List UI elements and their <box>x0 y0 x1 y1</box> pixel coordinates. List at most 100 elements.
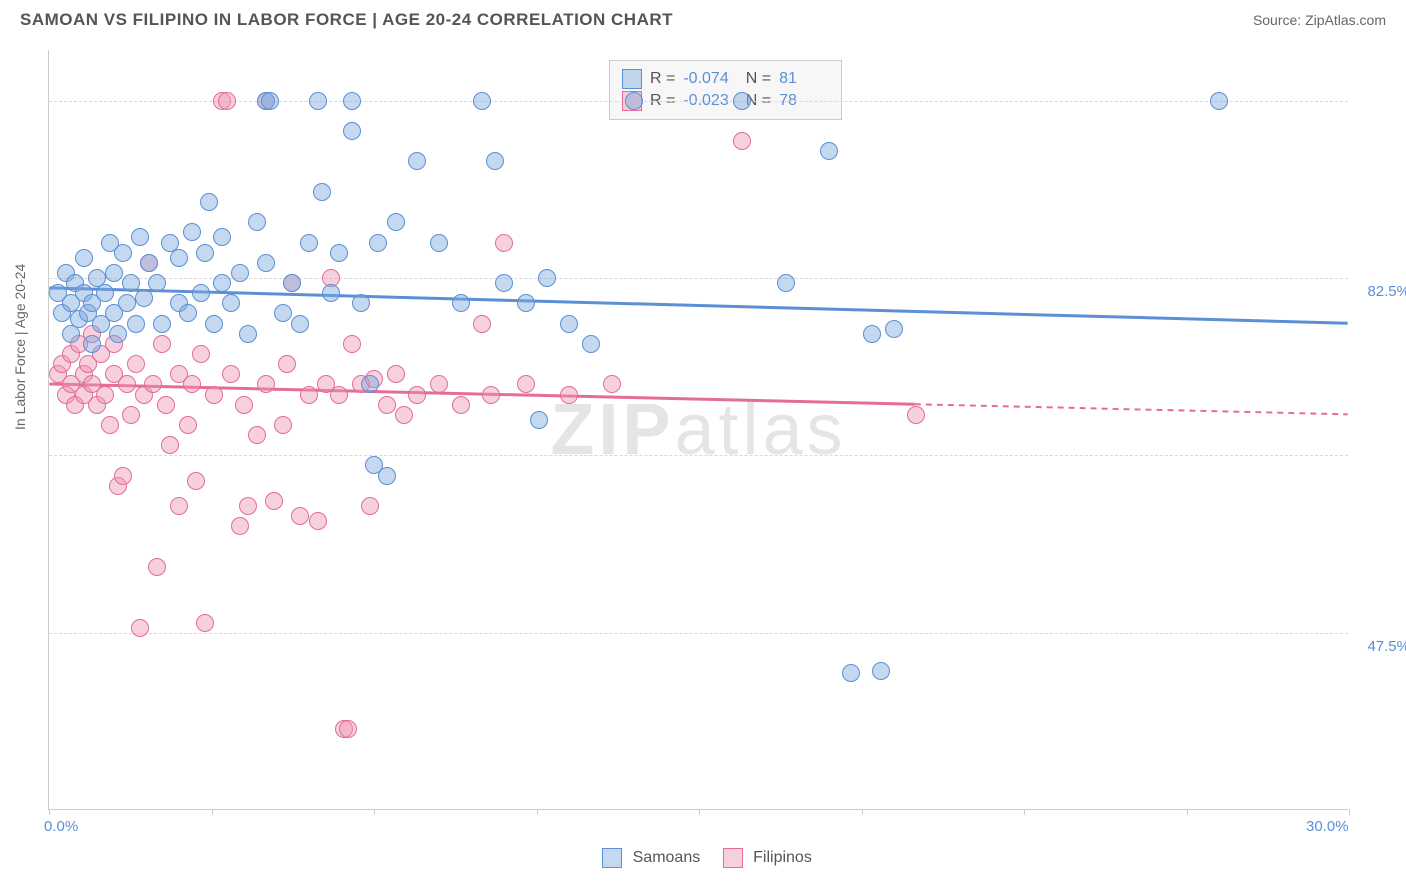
data-point <box>192 284 210 302</box>
data-point <box>408 386 426 404</box>
data-point <box>378 396 396 414</box>
chart-plot-area: ZIPatlas R = -0.074 N = 81 R = -0.023 N … <box>48 50 1348 810</box>
data-point <box>83 335 101 353</box>
data-point <box>231 264 249 282</box>
data-point <box>179 416 197 434</box>
data-point <box>114 467 132 485</box>
data-point <box>343 92 361 110</box>
data-point <box>75 249 93 267</box>
data-point <box>96 386 114 404</box>
data-point <box>170 497 188 515</box>
data-point <box>517 375 535 393</box>
data-point <box>257 375 275 393</box>
data-point <box>118 294 136 312</box>
data-point <box>885 320 903 338</box>
data-point <box>127 355 145 373</box>
data-point <box>213 274 231 292</box>
data-point <box>538 269 556 287</box>
data-point <box>109 325 127 343</box>
data-point <box>343 122 361 140</box>
data-point <box>222 365 240 383</box>
data-point <box>213 228 231 246</box>
gridline <box>49 633 1348 634</box>
y-axis-label: In Labor Force | Age 20-24 <box>12 264 28 430</box>
data-point <box>131 228 149 246</box>
data-point <box>161 436 179 454</box>
data-point <box>183 375 201 393</box>
data-point <box>239 325 257 343</box>
data-point <box>274 304 292 322</box>
x-tick <box>49 809 50 815</box>
data-point <box>148 558 166 576</box>
data-point <box>352 294 370 312</box>
data-point <box>153 315 171 333</box>
data-point <box>140 254 158 272</box>
data-point <box>863 325 881 343</box>
data-point <box>603 375 621 393</box>
x-tick-label: 0.0% <box>44 818 78 835</box>
data-point <box>430 234 448 252</box>
data-point <box>309 512 327 530</box>
data-point <box>517 294 535 312</box>
x-tick <box>212 809 213 815</box>
data-point <box>144 375 162 393</box>
data-point <box>187 472 205 490</box>
data-point <box>452 294 470 312</box>
data-point <box>170 249 188 267</box>
data-point <box>196 244 214 262</box>
data-point <box>777 274 795 292</box>
data-point <box>283 274 301 292</box>
data-point <box>473 315 491 333</box>
data-point <box>495 274 513 292</box>
data-point <box>361 375 379 393</box>
data-point <box>907 406 925 424</box>
data-point <box>122 406 140 424</box>
data-point <box>205 315 223 333</box>
y-tick-label: 82.5% <box>1355 283 1406 300</box>
data-point <box>733 132 751 150</box>
data-point <box>131 619 149 637</box>
data-point <box>387 213 405 231</box>
data-point <box>452 396 470 414</box>
source-label: Source: ZipAtlas.com <box>1253 12 1386 28</box>
data-point <box>157 396 175 414</box>
data-point <box>300 386 318 404</box>
data-point <box>122 274 140 292</box>
trendlines <box>49 50 1348 809</box>
series-legend: Samoans Filipinos <box>48 848 1348 868</box>
data-point <box>183 223 201 241</box>
data-point <box>486 152 504 170</box>
data-point <box>265 492 283 510</box>
data-point <box>231 517 249 535</box>
gridline <box>49 455 1348 456</box>
data-point <box>369 234 387 252</box>
data-point <box>200 193 218 211</box>
data-point <box>291 315 309 333</box>
data-point <box>101 416 119 434</box>
data-point <box>192 345 210 363</box>
data-point <box>114 244 132 262</box>
data-point <box>118 375 136 393</box>
data-point <box>96 284 114 302</box>
data-point <box>196 614 214 632</box>
data-point <box>872 662 890 680</box>
legend-label-filipinos: Filipinos <box>753 849 812 866</box>
data-point <box>291 507 309 525</box>
data-point <box>153 335 171 353</box>
stats-legend-box: R = -0.074 N = 81 R = -0.023 N = 78 <box>609 60 842 120</box>
data-point <box>135 289 153 307</box>
x-tick <box>699 809 700 815</box>
stats-row-samoans: R = -0.074 N = 81 <box>622 69 829 89</box>
gridline <box>49 101 1348 102</box>
data-point <box>309 92 327 110</box>
x-tick <box>1024 809 1025 815</box>
data-point <box>148 274 166 292</box>
data-point <box>274 416 292 434</box>
data-point <box>395 406 413 424</box>
data-point <box>261 92 279 110</box>
data-point <box>257 254 275 272</box>
data-point <box>278 355 296 373</box>
data-point <box>387 365 405 383</box>
x-tick <box>1187 809 1188 815</box>
x-tick-label: 30.0% <box>1306 818 1349 835</box>
